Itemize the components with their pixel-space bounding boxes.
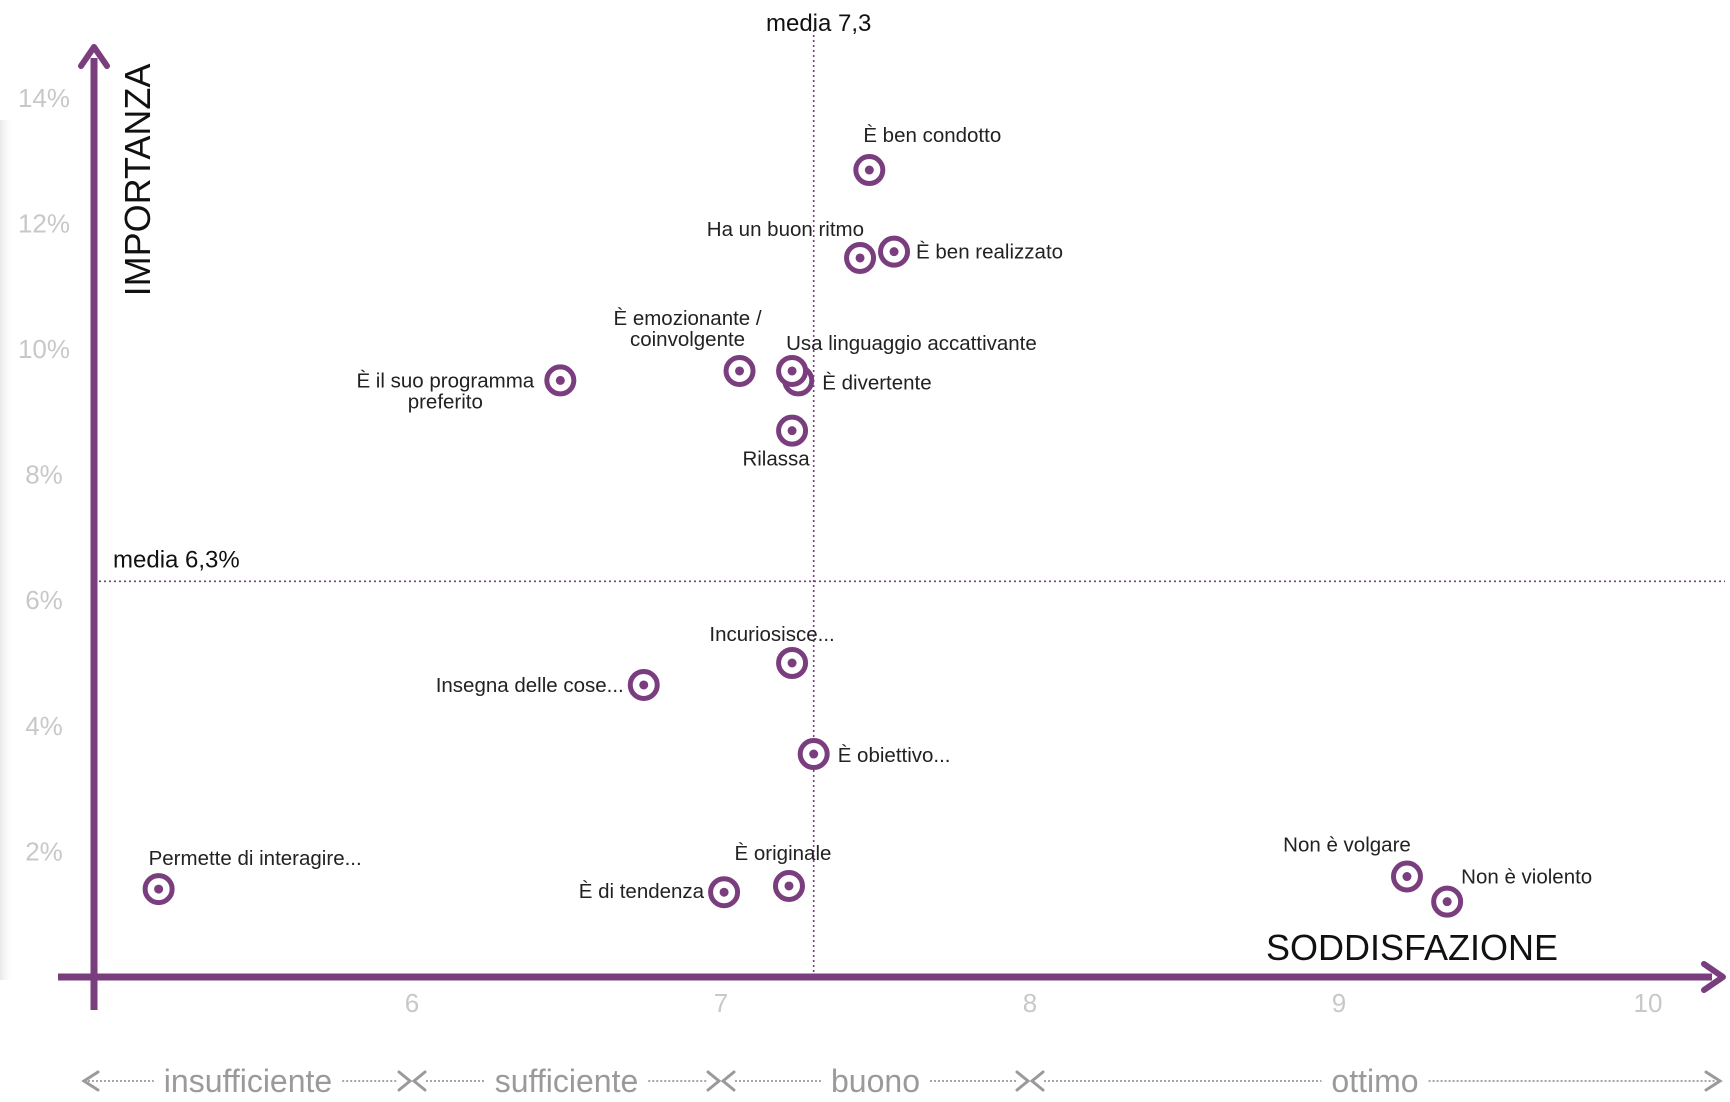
- y-tick-label: 10%: [18, 334, 70, 364]
- y-tick-label: 4%: [25, 711, 63, 741]
- data-point-marker: [142, 873, 175, 906]
- data-point-label: Ha un buon ritmo: [707, 218, 864, 241]
- data-point-label: È emozionante / coinvolgente: [613, 307, 761, 351]
- data-point-marker: [878, 235, 911, 268]
- target-dot-icon: [1402, 872, 1412, 882]
- y-tick-label: 12%: [18, 208, 70, 238]
- data-point-label: Non è volgare: [1283, 834, 1411, 857]
- rating-bands-layer: insufficiente sufficiente buono ottimo: [81, 1063, 1723, 1099]
- x-axis-arrowhead: [1701, 961, 1726, 993]
- target-dot-icon: [809, 749, 819, 759]
- y-tick-label: 8%: [25, 460, 63, 490]
- target-dot-icon: [784, 881, 794, 891]
- data-point-marker: [853, 154, 886, 187]
- target-dot-icon: [1442, 897, 1452, 907]
- data-point-marker: [776, 354, 809, 387]
- band-label: ottimo: [1331, 1063, 1418, 1099]
- band-divider-icon: [397, 1070, 427, 1092]
- target-dot-icon: [555, 375, 565, 385]
- data-point-marker: [772, 869, 805, 902]
- band-right-arrow: [1704, 1070, 1723, 1092]
- y-tick-label: 14%: [18, 83, 70, 113]
- y-axis-title: IMPORTANZA: [117, 64, 158, 297]
- band-label: sufficiente: [495, 1063, 639, 1099]
- axes-layer: [58, 44, 1726, 1010]
- data-point-label: Insegna delle cose...: [436, 674, 624, 697]
- band-left-arrow: [81, 1070, 100, 1092]
- data-point-marker: [544, 364, 577, 397]
- data-point-marker: [1431, 885, 1464, 918]
- y-tick-label: 6%: [25, 585, 63, 615]
- data-point-label: È ben realizzato: [916, 241, 1063, 264]
- data-point-label: È obiettivo...: [838, 744, 951, 767]
- band-divider-icon: [706, 1070, 736, 1092]
- target-dot-icon: [787, 658, 797, 668]
- data-point-marker: [627, 668, 660, 701]
- y-axis-arrowhead: [78, 44, 110, 69]
- data-point-label: Non è violento: [1461, 866, 1592, 889]
- target-dot-icon: [719, 887, 729, 897]
- mean-lines-layer: media 7,3 media 6,3%: [94, 10, 1725, 977]
- data-point-label: È ben condotto: [863, 124, 1001, 147]
- x-tick-label: 6: [405, 988, 419, 1018]
- data-point-label: È originale: [735, 842, 832, 865]
- x-tick-label: 8: [1023, 988, 1037, 1018]
- data-point-marker: [1390, 860, 1423, 893]
- x-axis-title: SODDISFAZIONE: [1266, 927, 1558, 968]
- target-dot-icon: [787, 426, 797, 436]
- data-point-marker: [723, 354, 756, 387]
- edge-shadow: [0, 120, 14, 980]
- target-dot-icon: [864, 165, 874, 175]
- ticks-layer: 2% 4% 6% 8% 10% 12% 14% 6 7 8 9 10: [18, 83, 1662, 1018]
- x-tick-label: 10: [1634, 988, 1663, 1018]
- y-tick-label: 2%: [25, 836, 63, 866]
- target-dot-icon: [735, 366, 745, 376]
- target-dot-icon: [855, 253, 865, 263]
- band-label: buono: [831, 1063, 920, 1099]
- data-point-label: È di tendenza: [579, 880, 705, 903]
- data-point-label: Incuriosisce...: [709, 623, 834, 646]
- data-point-label: È il suo programma preferito: [356, 369, 534, 413]
- x-tick-label: 7: [714, 988, 728, 1018]
- band-label: insufficiente: [164, 1063, 332, 1099]
- mean-satisfaction-label: media 7,3: [766, 10, 871, 37]
- data-point-marker: [844, 241, 877, 274]
- target-dot-icon: [639, 680, 649, 690]
- data-point-marker: [708, 876, 741, 909]
- data-point-marker: [776, 647, 809, 679]
- mean-importance-label: media 6,3%: [113, 546, 240, 573]
- data-point-marker: [797, 738, 830, 771]
- band-divider-icon: [1015, 1070, 1045, 1092]
- data-point-label: Usa linguaggio accattivante: [786, 332, 1037, 355]
- data-point-marker: [776, 414, 809, 447]
- data-point-label: Permette di interagire...: [149, 847, 362, 870]
- target-dot-icon: [154, 884, 164, 894]
- point-labels-layer: È ben condotto È ben realizzato Ha un buon…: [149, 124, 1593, 903]
- target-dot-icon: [787, 366, 797, 376]
- target-dot-icon: [889, 247, 899, 257]
- data-point-label: È divertente: [822, 371, 931, 394]
- points-layer: [142, 154, 1464, 918]
- data-point-label: Rilassa: [742, 448, 810, 471]
- x-tick-label: 9: [1332, 988, 1346, 1018]
